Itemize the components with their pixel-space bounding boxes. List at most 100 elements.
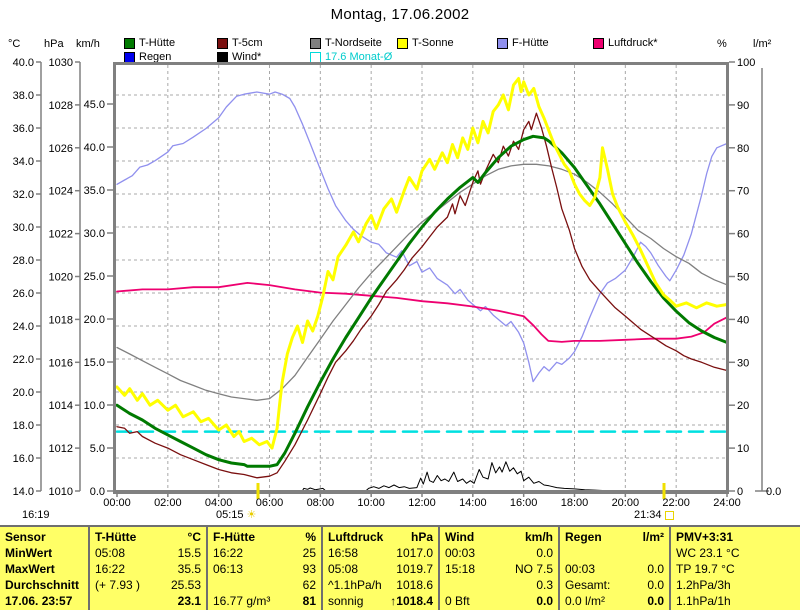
sunrise-sun-icon: ☀ bbox=[246, 509, 257, 521]
legend-item-t-nordseite: T-Nordseite bbox=[310, 37, 382, 49]
legend-swatch bbox=[593, 37, 604, 49]
stats-row-label: MaxWert bbox=[5, 562, 55, 576]
celsius-tick-label: 34.0 bbox=[13, 156, 34, 168]
humidity-tick-label: 90 bbox=[737, 100, 749, 112]
pressure-tick-label: 1018 bbox=[49, 314, 73, 326]
legend-item-f-h-tte: F-Hütte bbox=[497, 37, 549, 49]
legend-swatch bbox=[497, 37, 508, 49]
wind-tick-label: 45.0 bbox=[84, 99, 105, 111]
x-tick-label: 00:00 bbox=[103, 497, 131, 509]
stats-col-t-h-tte: T-Hütte °C 05:08 15.5 16:22 35.5 (+ 7.93 ) 25.5… bbox=[88, 527, 206, 610]
humidity-tick-label: 0 bbox=[737, 486, 743, 498]
sunset-tick bbox=[662, 483, 666, 499]
stats-cell-value: 0.0 bbox=[647, 578, 664, 592]
stats-cell-value: 15.5 bbox=[177, 546, 201, 560]
stats-col-header: Luftdruck bbox=[328, 530, 384, 544]
sunrise-tick bbox=[256, 483, 260, 499]
x-tick-label: 22:00 bbox=[662, 497, 690, 509]
unit-label-celsius: °C bbox=[8, 38, 21, 50]
legend-label: F-Hütte bbox=[512, 37, 549, 49]
stats-col-header: Wind bbox=[445, 530, 475, 544]
pressure-tick-label: 1022 bbox=[49, 229, 73, 241]
wind-tick-label: 0.0 bbox=[90, 486, 105, 498]
legend-swatch bbox=[217, 37, 228, 49]
x-tick-label: 18:00 bbox=[560, 497, 589, 509]
pressure-tick-label: 1028 bbox=[49, 100, 73, 112]
stats-cell-text: (+ 7.93 ) bbox=[95, 578, 141, 592]
celsius-tick-label: 30.0 bbox=[13, 222, 34, 234]
stats-cell-value: 0.0 bbox=[536, 594, 553, 608]
stats-cell-text: WC 23.1 °C bbox=[676, 546, 740, 560]
humidity-tick-label: 40 bbox=[737, 314, 749, 326]
series-t-5cm-line bbox=[116, 112, 728, 479]
celsius-tick-label: 24.0 bbox=[13, 321, 34, 333]
legend-label: Regen bbox=[139, 51, 172, 63]
celsius-tick-label: 26.0 bbox=[13, 288, 34, 300]
stats-cell-text: 16:58 bbox=[328, 546, 359, 560]
stats-cell-text: 00:03 bbox=[565, 562, 596, 576]
humidity-tick-label: 60 bbox=[737, 229, 749, 241]
stats-col-luftdruck: Luftdruck hPa 16:58 1017.0 05:08 1019.7 ^1.1hP… bbox=[321, 527, 438, 610]
stats-col-unit: km/h bbox=[524, 530, 553, 544]
pressure-tick-label: 1026 bbox=[49, 143, 73, 155]
legend-label: Luftdruck* bbox=[608, 37, 658, 49]
legend-label: T-Hütte bbox=[139, 37, 176, 49]
pressure-tick-label: 1010 bbox=[49, 486, 73, 498]
legend-swatch bbox=[310, 37, 321, 49]
humidity-tick-label: 50 bbox=[737, 272, 749, 284]
stats-cell-value: 0.3 bbox=[536, 578, 553, 592]
stats-cell-value: 93 bbox=[302, 562, 316, 576]
x-tick-label: 16:00 bbox=[509, 497, 538, 509]
pressure-tick-label: 1012 bbox=[49, 443, 73, 455]
stats-col-header: T-Hütte bbox=[95, 530, 137, 544]
stats-cell-value: 0.0 bbox=[647, 594, 664, 608]
series-t-h-tte-line bbox=[115, 134, 729, 468]
stats-cell-text: TP 19.7 °C bbox=[676, 562, 735, 576]
stats-col-header: Regen bbox=[565, 530, 602, 544]
stats-row-label: Durchschnitt bbox=[5, 578, 80, 592]
sunrise-time-text: 05:15 bbox=[216, 509, 244, 521]
stats-cell-text: 16.77 g/m³ bbox=[213, 594, 271, 608]
celsius-tick-label: 16.0 bbox=[13, 453, 34, 465]
plot-border-left bbox=[113, 62, 116, 493]
stats-cell-text: 05:08 bbox=[95, 546, 126, 560]
wind-tick-label: 40.0 bbox=[84, 142, 105, 154]
wind-tick-label: 20.0 bbox=[84, 314, 105, 326]
stats-cell-value: 25 bbox=[302, 546, 316, 560]
plot-border-top bbox=[113, 62, 729, 65]
sunset-square-icon bbox=[664, 510, 674, 520]
stats-cell-text: 16:22 bbox=[213, 546, 244, 560]
stats-row-labels: Sensor MinWert MaxWert Durchschnitt 17.06. 2… bbox=[0, 527, 88, 610]
weather-chart: 14.0 16.0 18.0 20.0 22.0 24.0 26.0 28.0 30.0 32.0… bbox=[13, 57, 781, 499]
stats-cell-text: 05:08 bbox=[328, 562, 359, 576]
legend-label: T-Sonne bbox=[412, 37, 454, 49]
legend-item-t-5cm: T-5cm bbox=[217, 37, 263, 49]
stats-row-label: Sensor bbox=[5, 530, 46, 544]
celsius-tick-label: 38.0 bbox=[13, 90, 34, 102]
stats-cell-value: 35.5 bbox=[177, 562, 201, 576]
celsius-tick-label: 36.0 bbox=[13, 123, 34, 135]
stats-cell-text: 06:13 bbox=[213, 562, 244, 576]
legend-swatch bbox=[124, 37, 135, 49]
legend-swatch bbox=[397, 37, 408, 49]
pressure-tick-label: 1030 bbox=[49, 57, 73, 69]
stats-cell-value: 23.1 bbox=[177, 594, 201, 608]
stats-cell-text: 15:18 bbox=[445, 562, 476, 576]
legend-item-luftdruck-: Luftdruck* bbox=[593, 37, 658, 49]
stats-cell-text: sonnig bbox=[328, 594, 364, 608]
stats-cell-text: ^1.1hPa/h bbox=[328, 578, 382, 592]
stats-cell-text: 1.1hPa/1h bbox=[676, 594, 731, 608]
pressure-tick-label: 1024 bbox=[49, 186, 73, 198]
stats-col-header: PMV+3:31 bbox=[676, 530, 734, 544]
stats-cell-value: 1017.0 bbox=[396, 546, 433, 560]
x-tick-label: 04:00 bbox=[204, 497, 233, 509]
legend-label: T-5cm bbox=[232, 37, 263, 49]
x-tick-label: 10:00 bbox=[357, 497, 385, 509]
bottom-left-time: 16:19 bbox=[22, 509, 50, 521]
stats-cell-text: 1.2hPa/3h bbox=[676, 578, 731, 592]
legend-item-t-h-tte: T-Hütte bbox=[124, 37, 175, 49]
wind-tick-label: 35.0 bbox=[84, 185, 105, 197]
x-tick-label: 06:00 bbox=[255, 497, 284, 509]
series-t-sonne-line bbox=[115, 77, 729, 450]
stats-col-pmv-3-31: PMV+3:31 WC 23.1 °C TP 19.7 °C 1.2hPa/3h 1.1… bbox=[669, 527, 800, 610]
